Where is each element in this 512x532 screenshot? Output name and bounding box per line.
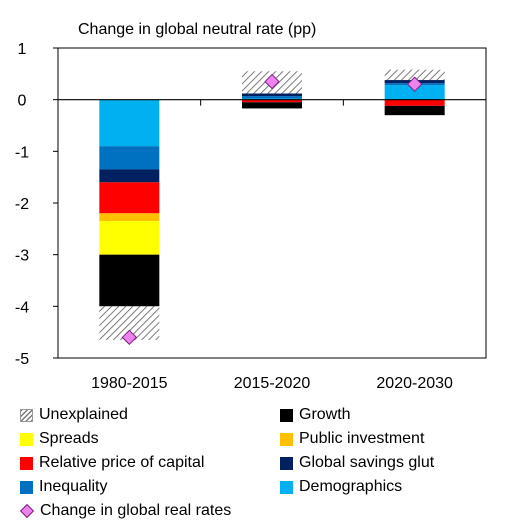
legend-label: Unexplained (39, 406, 128, 423)
bar-public-investment (99, 213, 160, 222)
legend-label: Growth (299, 406, 351, 423)
y-tick-label: -2 (15, 196, 29, 213)
legend-item: Change in global real rates (19, 500, 232, 522)
bar-growth (242, 102, 302, 109)
legend-label: Demographics (299, 478, 403, 495)
bar-growth (99, 254, 160, 307)
legend-item: Public investment (280, 428, 424, 450)
legend-item: Demographics (280, 476, 402, 498)
bar-unexplained (384, 69, 445, 81)
bar-inequality (242, 96, 302, 99)
legend-item: Growth (280, 404, 351, 426)
bar-growth (384, 105, 445, 116)
legend-swatch (20, 432, 33, 446)
chart: Change in global neutral rate (pp) 1 0 -1 -… (15, 21, 487, 390)
legend-swatch (280, 480, 293, 494)
legend-swatch (280, 432, 293, 446)
marker-real-rate (121, 329, 138, 346)
bar-spreads (99, 221, 160, 255)
bar-demographics (384, 85, 445, 100)
x-tick-label: 2015-2020 (234, 375, 311, 390)
bar-inequality (99, 146, 160, 170)
legend-label: Spreads (39, 430, 99, 447)
legend-item: Inequality (20, 476, 108, 498)
x-tick-label: 1980-2015 (91, 375, 168, 390)
bar-relative-price-of-capital (99, 182, 160, 214)
x-tick-label: 2020-2030 (376, 375, 453, 390)
legend-swatch (20, 480, 33, 494)
bar-relative-price-of-capital (384, 99, 445, 106)
bar-global-savings-glut (99, 169, 160, 183)
legend-item: Spreads (20, 428, 99, 450)
y-tick-label: 0 (18, 93, 27, 110)
legend-swatch (20, 456, 33, 470)
legend-swatch (280, 408, 293, 422)
legend-label: Change in global real rates (40, 502, 232, 519)
legend-label: Relative price of capital (39, 454, 205, 471)
y-tick-label: -5 (15, 351, 29, 368)
legend-label: Public investment (299, 430, 425, 447)
y-tick-label: -3 (15, 248, 29, 265)
chart-title: Change in global neutral rate (pp) (78, 21, 316, 38)
legend-swatch (19, 503, 35, 519)
plot-area: 1 0 -1 -2 -3 -4 -5 1980-2015 2015-2020 2020-2030 (15, 41, 487, 390)
legend-item: Relative price of capital (20, 452, 204, 474)
legend-label: Global savings glut (299, 454, 435, 471)
bar-demographics (99, 99, 160, 147)
legend-item: Global savings glut (280, 452, 434, 474)
legend-swatch (280, 456, 293, 470)
legend-swatch (20, 408, 33, 422)
y-tick-label: -1 (15, 144, 29, 161)
legend-item: Unexplained (20, 404, 128, 426)
y-tick-label: 1 (18, 41, 27, 58)
bar-global-savings-glut (242, 93, 302, 97)
legend-label: Inequality (39, 478, 108, 495)
marker-real-rate (264, 73, 280, 90)
marker-real-rate (406, 76, 423, 92)
bar-relative-price-of-capital (242, 99, 302, 103)
y-tick-label: -4 (15, 299, 29, 316)
